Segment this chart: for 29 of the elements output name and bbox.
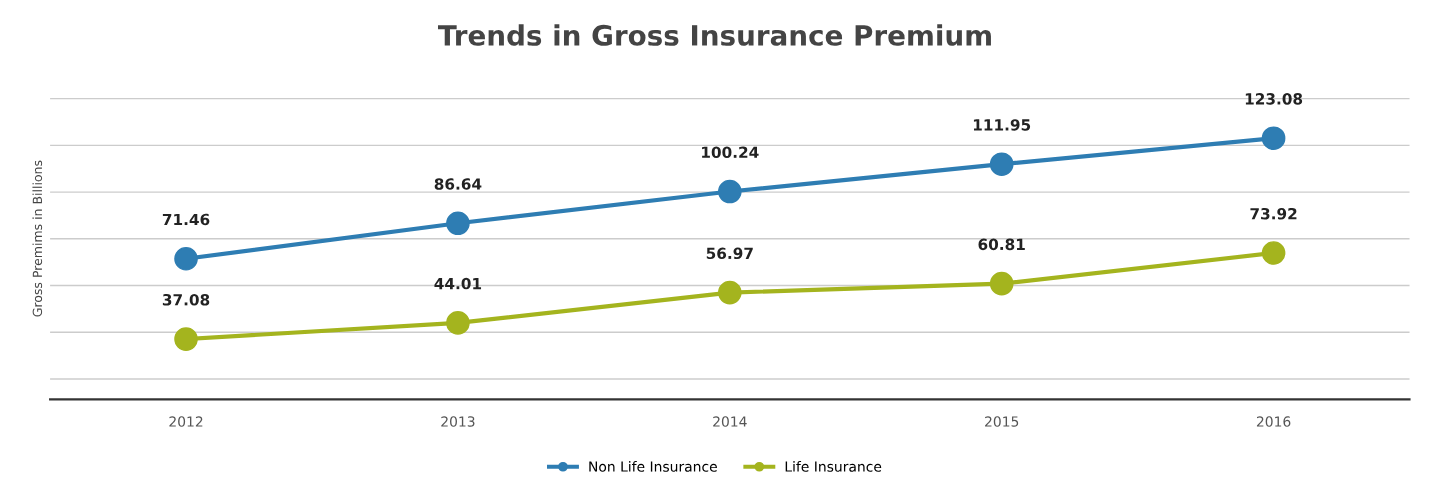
point — [174, 246, 198, 271]
point — [446, 211, 470, 236]
data-label: 71.46 — [162, 213, 210, 226]
legend-label: Non Life Insurance — [589, 461, 717, 472]
point — [446, 311, 470, 335]
data-label: 60.81 — [978, 238, 1025, 251]
data-label: 56.97 — [706, 247, 753, 260]
point — [718, 179, 742, 204]
chart-title: Trends in Gross Insurance Premium — [438, 24, 991, 46]
point — [989, 271, 1014, 296]
data-label: 44.01 — [434, 277, 482, 290]
data-label: 111.95 — [973, 119, 1031, 131]
point — [1261, 241, 1286, 265]
y-axis-title: Gross Premims in Billions — [32, 160, 43, 317]
point — [989, 152, 1014, 176]
x-tick-label: 2016 — [1256, 416, 1291, 427]
x-tick-label: 2015 — [985, 416, 1019, 427]
data-label: 86.64 — [434, 178, 482, 190]
point — [718, 280, 742, 305]
data-label: 37.08 — [162, 294, 210, 306]
point — [174, 327, 198, 351]
legend-label: Life Insurance — [785, 461, 882, 472]
point — [1261, 126, 1286, 150]
data-label: 123.08 — [1245, 93, 1303, 105]
data-label: 100.24 — [702, 146, 759, 159]
data-label: 73.92 — [1250, 207, 1297, 220]
x-tick-label: 2012 — [169, 416, 203, 427]
x-tick-label: 2014 — [713, 416, 747, 427]
x-tick-label: 2013 — [441, 416, 475, 427]
